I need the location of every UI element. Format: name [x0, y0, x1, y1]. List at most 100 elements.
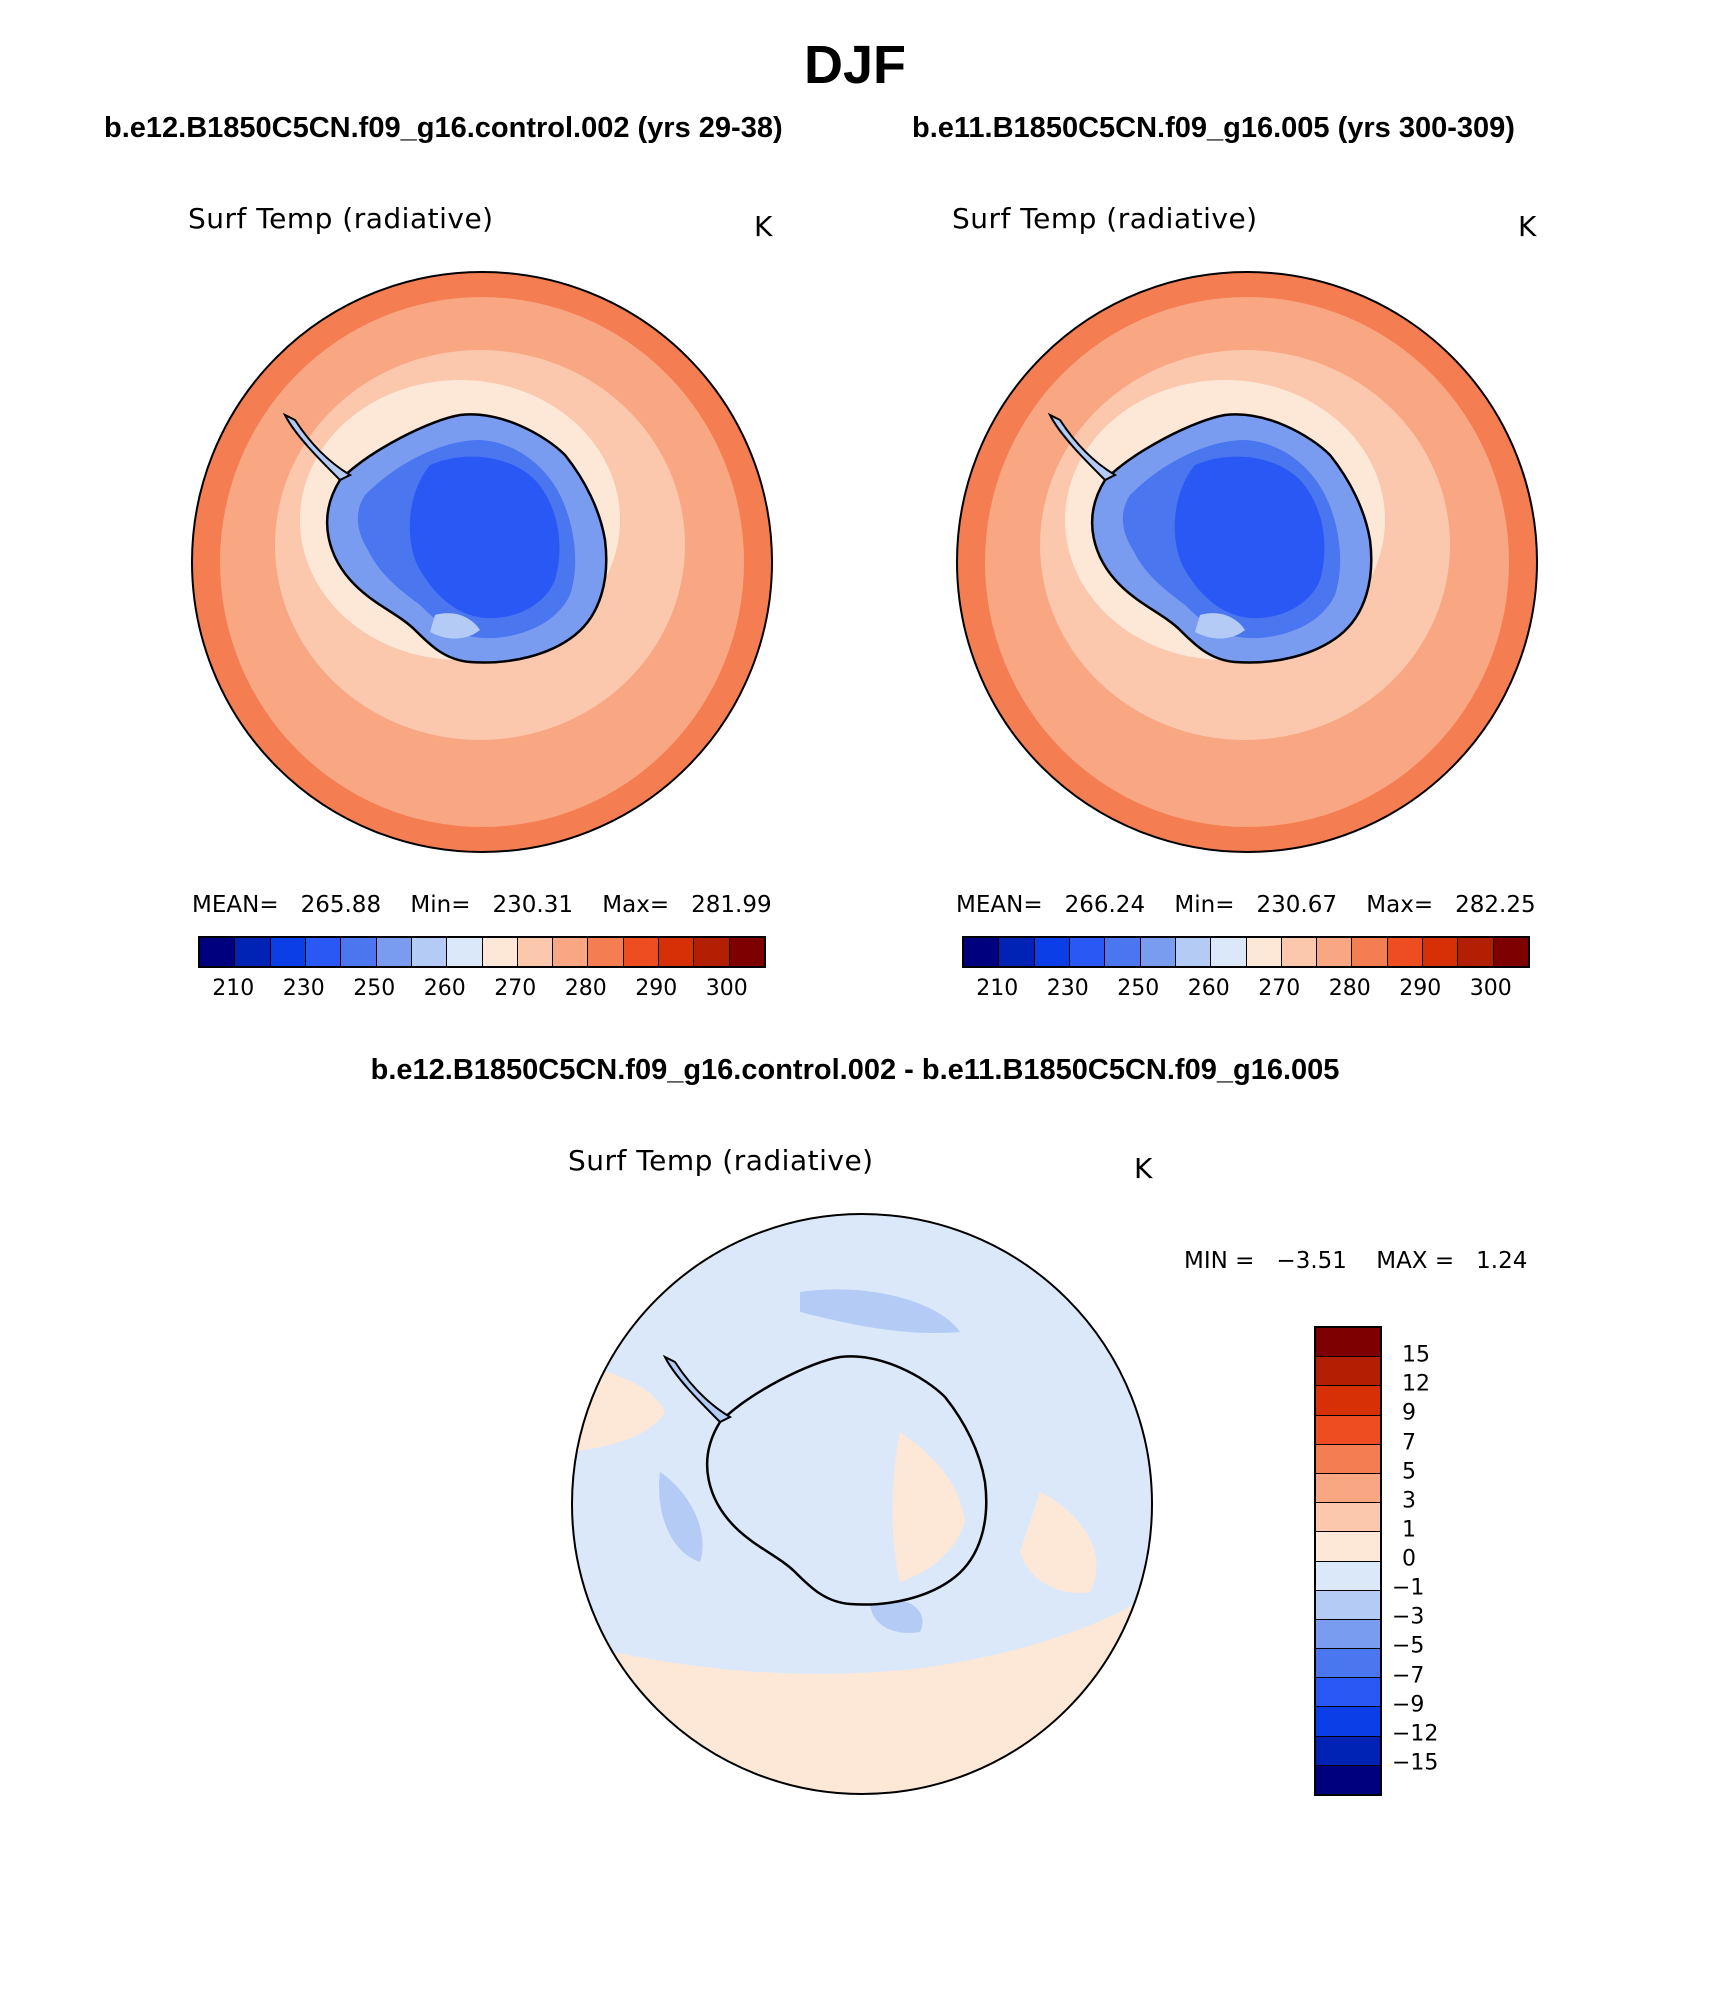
diff-colorbar-tick-label: 7 [1402, 1430, 1416, 1455]
panel-1-max-label: Max= [602, 892, 670, 918]
diff-cool-patch-3 [870, 1599, 923, 1633]
diff-colorbar-swatch [1316, 1473, 1380, 1504]
diff-continent-warm-sector [892, 1432, 965, 1582]
panel-2-colorbar-tick-label: 260 [1187, 976, 1230, 1001]
diff-colorbar-tick-label: −7 [1392, 1663, 1425, 1688]
panel-1-colorbar-tick-label: 250 [353, 976, 396, 1001]
panel-2-peninsula [1047, 412, 1118, 482]
panel-1-colorbar-tick-label: 230 [282, 976, 325, 1001]
panel-1-colorbar-swatch [623, 938, 660, 966]
panel-1-case-title: b.e12.B1850C5CN.f09_g16.control.002 (yrs… [104, 112, 783, 144]
panel-1-colorbar-swatch [376, 938, 412, 966]
diff-warm-east [1020, 1492, 1097, 1593]
panel-1-colorbar-swatch [270, 938, 306, 966]
diff-colorbar-tick-label: −5 [1392, 1633, 1425, 1659]
diff-warm-bottom [572, 1592, 1152, 1794]
panel-1-max-value: 281.99 [691, 892, 772, 918]
diff-colorbar-tick-label: 15 [1402, 1342, 1430, 1368]
diff-polar-map [571, 1213, 1153, 1795]
panel-2-colorbar-swatch [1246, 938, 1282, 966]
diff-cool-patch-2 [659, 1472, 703, 1562]
diff-colorbar-swatch [1316, 1619, 1380, 1650]
diff-colorbar-tick-label: 5 [1402, 1459, 1416, 1485]
panel-1-colorbar-swatch [482, 938, 518, 966]
panel-1-colorbar-swatch [588, 938, 624, 966]
panel-1-colorbar-swatch [200, 938, 236, 966]
diff-case-title: b.e12.B1850C5CN.f09_g16.control.002 - b.… [370, 1054, 1340, 1086]
diff-colorbar-swatch [1316, 1736, 1380, 1766]
panel-2-colorbar-tick-label: 210 [976, 976, 1019, 1001]
diff-colorbar-tick-label: −1 [1392, 1575, 1425, 1601]
panel-2-colorbar-tick-label: 290 [1399, 976, 1442, 1001]
panel-2-case-title: b.e11.B1850C5CN.f09_g16.005 (yrs 300-309… [912, 112, 1515, 144]
diff-units-label: K [1134, 1152, 1153, 1185]
panel-2-colorbar-swatch [1034, 938, 1070, 966]
panel-2-colorbar-tick-label: 300 [1469, 976, 1512, 1001]
panel-2-ross-shelf [1195, 613, 1245, 639]
panel-2-colorbar-swatch [1140, 938, 1176, 966]
panel-1-colorbar-swatch [553, 938, 589, 966]
panel-2-colorbar-swatch [1493, 938, 1528, 966]
diff-colorbar-swatch [1316, 1678, 1380, 1708]
diff-colorbar-tick-label: −12 [1392, 1721, 1439, 1747]
diff-colorbar-swatch [1316, 1328, 1380, 1358]
panel-1-colorbar-swatch [729, 938, 764, 966]
diff-colorbar-tick-label: 9 [1402, 1400, 1416, 1426]
panel-2-polar-map [956, 271, 1538, 853]
diff-colorbar-tick-label: −9 [1392, 1692, 1425, 1718]
panel-1-colorbar-swatch [305, 938, 342, 966]
panel-2-max-value: 282.25 [1455, 892, 1536, 918]
diff-cool-patch-1 [800, 1289, 960, 1333]
panel-2-mean-label: MEAN= [956, 892, 1043, 918]
diff-colorbar-swatch [1316, 1444, 1380, 1474]
diff-colorbar [1314, 1326, 1382, 1796]
panel-1-colorbar-swatch [235, 938, 271, 966]
diff-min-value: −3.51 [1276, 1248, 1347, 1274]
diff-colorbar-tick-label: 0 [1402, 1546, 1416, 1572]
panel-1-mean-label: MEAN= [192, 892, 279, 918]
panel-1-colorbar-swatch [694, 938, 730, 966]
diff-colorbar-swatch [1316, 1357, 1380, 1387]
diff-colorbar-swatch [1316, 1707, 1380, 1737]
panel-1-variable-label: Surf Temp (radiative) [188, 202, 494, 235]
diff-colorbar-swatch [1316, 1765, 1380, 1794]
diff-colorbar-tick-label: 1 [1402, 1517, 1416, 1543]
diff-max-label: MAX = [1376, 1248, 1455, 1274]
panel-1-units-label: K [754, 210, 773, 243]
panel-1-mean-value: 265.88 [300, 892, 382, 918]
panel-2-colorbar-swatch [1069, 938, 1106, 966]
panel-1-ross-shelf [430, 613, 480, 639]
diff-variable-label: Surf Temp (radiative) [568, 1144, 874, 1177]
diff-colorbar-tick-label: 3 [1402, 1488, 1416, 1514]
panel-1-colorbar-swatch [517, 938, 554, 966]
panel-2-colorbar [962, 936, 1530, 968]
panel-2-units-label: K [1518, 210, 1537, 243]
panel-1-min-label: Min= [410, 892, 471, 918]
panel-2-continent-core [1174, 456, 1325, 619]
diff-min-label: MIN = [1184, 1248, 1255, 1274]
diff-colorbar-swatch [1316, 1532, 1380, 1562]
panel-2-colorbar-swatch [1105, 938, 1141, 966]
panel-2-colorbar-tick-label: 280 [1328, 976, 1371, 1001]
panel-1-colorbar-swatch [341, 938, 377, 966]
diff-minmax: MIN = −3.51 MAX = 1.24 [1184, 1248, 1549, 1274]
panel-1-colorbar-tick-label: 290 [635, 976, 678, 1001]
diff-colorbar-tick-label: −3 [1392, 1604, 1425, 1630]
panel-1-colorbar-tick-label: 210 [212, 976, 255, 1001]
panel-1-stats: MEAN= 265.88 Min= 230.31 Max= 281.99 [192, 892, 794, 918]
panel-2-colorbar-swatch [1211, 938, 1247, 966]
panel-1-min-value: 230.31 [492, 892, 573, 918]
diff-max-value: 1.24 [1476, 1248, 1528, 1274]
panel-2-colorbar-swatch [1387, 938, 1424, 966]
panel-2-colorbar-swatch [1458, 938, 1494, 966]
panel-1-colorbar-tick-label: 260 [423, 976, 466, 1001]
panel-2-colorbar-tick-label: 230 [1046, 976, 1089, 1001]
panel-1-colorbar-tick-label: 300 [705, 976, 748, 1001]
diff-colorbar-swatch [1316, 1415, 1380, 1445]
panel-1-continent-core [409, 456, 560, 619]
diff-colorbar-tick-label: 12 [1402, 1371, 1430, 1397]
diff-colorbar-tick-label: −15 [1392, 1750, 1439, 1776]
diff-colorbar-swatch [1316, 1386, 1380, 1416]
diff-colorbar-swatch [1316, 1590, 1380, 1620]
panel-2-colorbar-swatch [1281, 938, 1318, 966]
